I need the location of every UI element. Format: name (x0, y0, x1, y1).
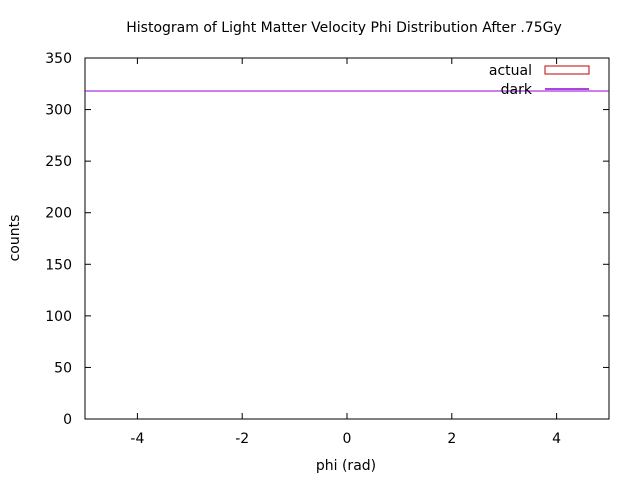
y-tick-label: 150 (45, 257, 72, 273)
y-tick-label: 250 (45, 154, 72, 170)
legend-swatch-actual (544, 65, 590, 75)
plot-frame-rect (84, 57, 610, 420)
x-tick-label: -4 (130, 431, 144, 447)
x-tick-label: 2 (447, 431, 456, 447)
y-tick-label: 200 (45, 206, 72, 222)
y-tick-label: 100 (45, 309, 72, 325)
legend-label-actual: actual (489, 63, 532, 79)
plot-frame (84, 57, 610, 420)
y-axis-label: counts (7, 215, 23, 262)
x-tick-label: 4 (552, 431, 561, 447)
x-axis-label: phi (rad) (316, 458, 376, 474)
x-tick-label: -2 (235, 431, 249, 447)
y-axis-ticks: 0 50 100 150 200 250 300 350 (45, 51, 609, 428)
x-tick-label: 0 (343, 431, 352, 447)
x-axis-ticks: -4 -2 0 2 4 (130, 58, 561, 447)
y-tick-label: 50 (54, 360, 72, 376)
chart-title: Histogram of Light Matter Velocity Phi D… (126, 20, 561, 36)
y-tick-label: 0 (63, 412, 72, 428)
y-tick-label: 350 (45, 51, 72, 67)
y-tick-label: 300 (45, 103, 72, 119)
legend-label-dark: dark (501, 82, 533, 98)
legend: actual dark (489, 63, 590, 98)
